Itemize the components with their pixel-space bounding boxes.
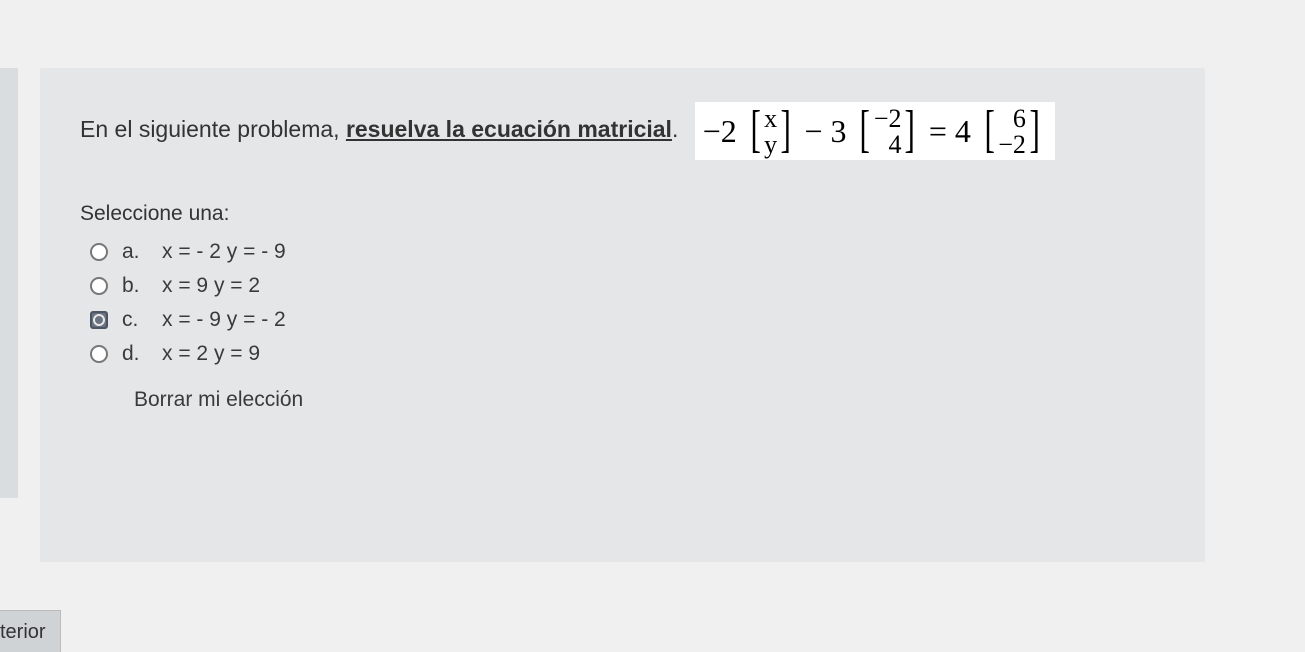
v2r0: −2 xyxy=(874,106,902,132)
letter-b: b. xyxy=(122,274,148,298)
radio-b[interactable] xyxy=(90,277,108,295)
text-c: x = - 9 y = - 2 xyxy=(162,308,286,332)
left-stub xyxy=(0,68,18,498)
letter-c: c. xyxy=(122,308,148,332)
text-d: x = 2 y = 9 xyxy=(162,342,260,366)
options-group: a. x = - 2 y = - 9 b. x = 9 y = 2 c. x =… xyxy=(80,240,1165,366)
radio-d[interactable] xyxy=(90,345,108,363)
stem-prefix: En el siguiente problema, xyxy=(80,116,346,142)
coef-2: 3 xyxy=(830,114,846,150)
op-1: − xyxy=(804,114,822,150)
radio-c[interactable] xyxy=(90,311,108,329)
option-b[interactable]: b. x = 9 y = 2 xyxy=(90,274,1165,298)
select-prompt: Seleccione una: xyxy=(80,202,1165,226)
option-a[interactable]: a. x = - 2 y = - 9 xyxy=(90,240,1165,264)
v1r1: y xyxy=(764,132,777,158)
option-d[interactable]: d. x = 2 y = 9 xyxy=(90,342,1165,366)
v2r1: 4 xyxy=(874,132,902,158)
v3r1: −2 xyxy=(998,132,1026,158)
coef-3: 4 xyxy=(955,114,971,150)
vector-2: [−24] xyxy=(856,106,918,158)
equation-box: −2 [xy] − 3 [−24] = 4 [6−2] xyxy=(695,102,1055,160)
vector-1: [xy] xyxy=(747,106,795,158)
letter-a: a. xyxy=(122,240,148,264)
question-box: En el siguiente problema, resuelva la ec… xyxy=(40,68,1205,562)
stem-underlined: resuelva la ecuación matricial xyxy=(346,116,672,142)
question-stem: En el siguiente problema, resuelva la ec… xyxy=(80,102,1165,160)
coef-1: −2 xyxy=(703,114,737,150)
vector-3: [6−2] xyxy=(981,106,1043,158)
text-a: x = - 2 y = - 9 xyxy=(162,240,286,264)
letter-d: d. xyxy=(122,342,148,366)
text-b: x = 9 y = 2 xyxy=(162,274,260,298)
previous-button[interactable]: terior xyxy=(0,610,61,652)
stem-suffix: . xyxy=(672,116,678,142)
clear-choice-link[interactable]: Borrar mi elección xyxy=(134,388,1165,412)
v1r0: x xyxy=(764,106,777,132)
v3r0: 6 xyxy=(998,106,1026,132)
option-c[interactable]: c. x = - 9 y = - 2 xyxy=(90,308,1165,332)
op-2: = xyxy=(929,114,947,150)
matrix-equation: −2 [xy] − 3 [−24] = 4 [6−2] xyxy=(703,110,1045,146)
radio-a[interactable] xyxy=(90,243,108,261)
